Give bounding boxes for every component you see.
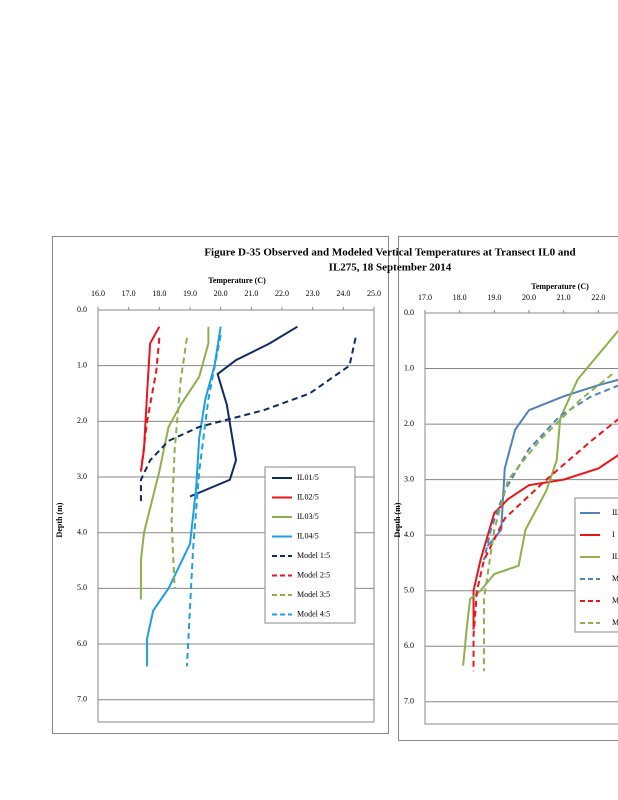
legend-label: M: [612, 574, 618, 583]
legend-box: [264, 466, 356, 624]
y-tick-label: 1.0: [404, 363, 414, 372]
legend-label: M: [612, 618, 618, 627]
series-line: [462, 329, 618, 666]
x-tick-label: 19.0: [183, 289, 197, 298]
y-tick-label: 3.0: [404, 474, 414, 483]
legend-label: IL02/5: [297, 492, 319, 501]
y-tick-label: 2.0: [404, 419, 414, 428]
y-tick-label: 4.0: [404, 530, 414, 539]
x-tick-label: 25.0: [367, 289, 381, 298]
panel-frame: [398, 236, 618, 741]
legend-label: IL03/5: [297, 512, 319, 521]
legend-label: IL: [612, 552, 618, 561]
x-tick-label: 22.0: [275, 289, 289, 298]
x-tick-label: 18.0: [152, 289, 166, 298]
y-tick-label: 2.0: [77, 416, 87, 425]
series-line: [170, 337, 188, 589]
x-axis-title: Temperature (C): [531, 282, 589, 291]
series-line: [189, 325, 298, 498]
legend-box: [574, 497, 618, 633]
series-line: [472, 418, 618, 672]
series-line: [472, 454, 618, 630]
legend-label: IL: [612, 508, 618, 517]
legend-label: Model 2:5: [297, 570, 330, 579]
x-tick-label: 20.0: [522, 293, 536, 302]
y-tick-label: 3.0: [77, 472, 87, 481]
y-axis-title: Depth (m): [393, 502, 402, 537]
y-tick-label: 5.0: [404, 586, 414, 595]
y-tick-label: 0.0: [404, 308, 414, 317]
x-tick-label: 23.0: [306, 289, 320, 298]
series-line: [139, 337, 357, 503]
panel-frame: [52, 236, 389, 734]
x-tick-label: 21.0: [557, 293, 571, 302]
x-tick-label: 16.0: [91, 289, 105, 298]
series-line: [482, 373, 613, 672]
y-tick-label: 6.0: [404, 641, 414, 650]
series-line: [185, 334, 222, 667]
x-tick-label: 24.0: [336, 289, 350, 298]
x-tick-label: 17.0: [418, 293, 432, 302]
x-tick-label: 20.0: [214, 289, 228, 298]
legend-label: Model 1:5: [297, 551, 330, 560]
y-axis-title: Depth (m): [55, 502, 64, 537]
y-tick-label: 6.0: [77, 639, 87, 648]
y-tick-label: 7.0: [404, 697, 414, 706]
legend-label: IL04/5: [297, 531, 319, 540]
series-line: [139, 326, 210, 600]
x-axis-title: Temperature (C): [208, 276, 266, 285]
series-line: [482, 384, 618, 561]
y-tick-label: 0.0: [77, 305, 87, 314]
figure-title: Figure D-35 Observed and Modeled Vertica…: [204, 247, 575, 259]
legend-label: M: [612, 596, 618, 605]
y-tick-label: 4.0: [77, 528, 87, 537]
series-line: [139, 326, 161, 472]
legend-label: IL01/5: [297, 473, 319, 482]
x-tick-label: 22.0: [591, 293, 605, 302]
figure-title: IL275, 18 September 2014: [329, 262, 452, 274]
x-tick-label: 18.0: [453, 293, 467, 302]
x-tick-label: 19.0: [487, 293, 501, 302]
y-tick-label: 5.0: [77, 583, 87, 592]
legend-label: Model 4:5: [297, 609, 330, 618]
y-tick-label: 7.0: [77, 695, 87, 704]
series-line: [146, 326, 222, 667]
y-tick-label: 1.0: [77, 361, 87, 370]
legend-label: I: [612, 530, 615, 539]
x-tick-label: 17.0: [122, 289, 136, 298]
x-tick-label: 21.0: [244, 289, 258, 298]
series-line: [486, 378, 618, 547]
legend-label: Model 3:5: [297, 590, 330, 599]
